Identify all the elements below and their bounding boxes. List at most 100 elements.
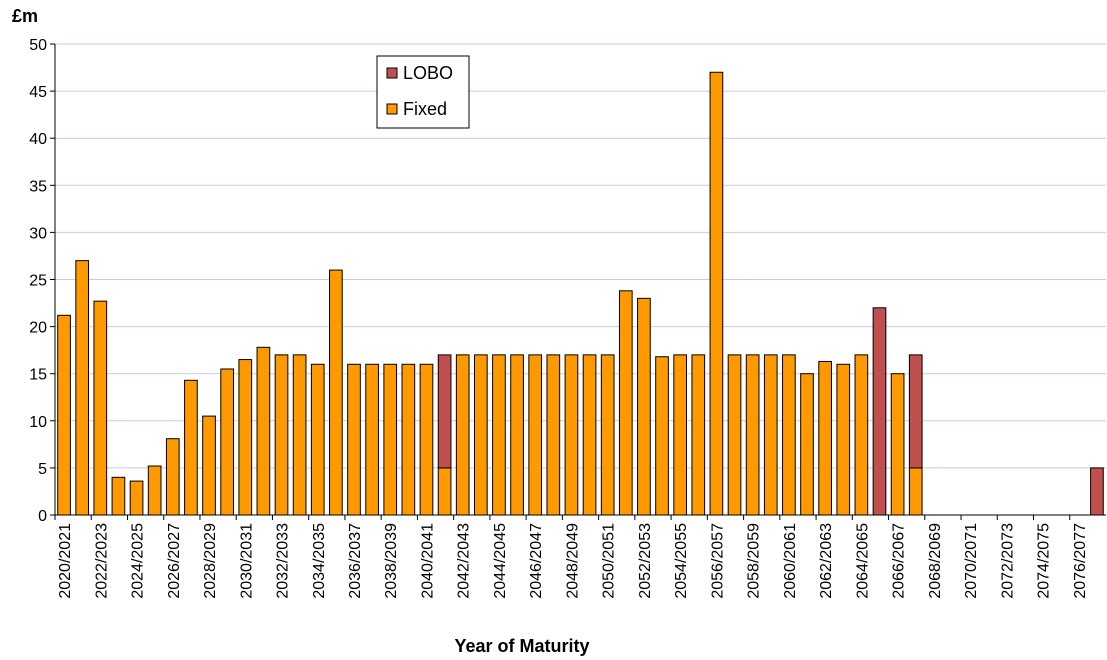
bar-fixed — [202, 415, 216, 516]
legend-swatch-lobo — [386, 67, 398, 79]
bar-fixed — [890, 373, 905, 516]
x-tick-label: 2062/2063 — [818, 523, 835, 599]
x-tick-label: 2044/2045 — [492, 523, 509, 599]
bar-fixed — [782, 354, 796, 516]
bars — [57, 71, 1104, 516]
bar-fixed — [618, 290, 633, 516]
bar-fixed — [637, 297, 651, 516]
bar-fixed — [274, 354, 289, 516]
y-tick-label: 0 — [38, 508, 47, 525]
bar-fixed — [492, 354, 506, 516]
x-tick-label: 2054/2055 — [673, 523, 690, 599]
y-tick-label: 20 — [29, 320, 47, 337]
bar-fixed — [365, 363, 379, 516]
bar-lobo — [908, 354, 923, 469]
bar-fixed — [147, 465, 162, 516]
bar-fixed — [709, 71, 724, 516]
x-tick-label: 2076/2077 — [1072, 523, 1089, 599]
bar-fixed — [836, 363, 851, 516]
y-tick-label: 25 — [29, 273, 47, 290]
bar-fixed — [111, 476, 126, 516]
x-tick-label: 2052/2053 — [637, 523, 654, 599]
x-tick-labels: 2020/2021 2022/2023 2024/2025 2026/2027 2028… — [57, 523, 1089, 599]
bar-fixed — [655, 356, 669, 516]
bar-fixed — [310, 363, 325, 516]
x-tick-label: 2048/2049 — [564, 523, 581, 599]
bar-fixed — [800, 373, 814, 516]
x-axis-title: Year of Maturity — [454, 636, 589, 656]
bar-lobo — [872, 307, 887, 516]
bar-fixed — [546, 354, 561, 516]
x-tick-label: 2022/2023 — [93, 523, 110, 599]
bar-fixed — [57, 314, 71, 516]
bar-fixed — [510, 354, 524, 516]
bar-fixed — [238, 359, 253, 516]
x-tick-label: 2068/2069 — [927, 523, 944, 599]
y-tick-label: 15 — [29, 367, 47, 384]
bar-fixed — [165, 438, 180, 516]
y-tick-label: 10 — [29, 414, 47, 431]
bar-fixed — [292, 354, 307, 516]
legend-label-lobo: LOBO — [403, 63, 453, 83]
bar-fixed — [528, 354, 543, 516]
x-tick-label: 2036/2037 — [347, 523, 364, 599]
x-tick-label: 2042/2043 — [456, 523, 473, 599]
bar-fixed — [673, 354, 688, 516]
y-tick-label: 45 — [29, 84, 47, 101]
bar-fixed — [473, 354, 488, 516]
y-tick-label: 40 — [29, 131, 47, 148]
bar-fixed — [818, 360, 832, 516]
y-tick-label: 30 — [29, 225, 47, 242]
y-axis-title: £m — [12, 6, 38, 26]
x-tick-label: 2028/2029 — [202, 523, 219, 599]
gridlines — [55, 43, 1106, 469]
bar-fixed — [600, 354, 615, 516]
bar-fixed — [582, 354, 597, 516]
x-tick-label: 2034/2035 — [311, 523, 328, 599]
bar-fixed — [129, 480, 144, 516]
bar-fixed — [763, 354, 778, 516]
x-tick-label: 2038/2039 — [383, 523, 400, 599]
bar-fixed — [727, 354, 742, 516]
x-tick-label: 2064/2065 — [854, 523, 871, 599]
bar-fixed — [437, 467, 452, 516]
bar-fixed — [745, 354, 760, 516]
bar-lobo — [437, 354, 452, 469]
x-tick-label: 2020/2021 — [57, 523, 74, 599]
x-tick-label: 2058/2059 — [746, 523, 763, 599]
y-tick-label: 5 — [38, 461, 47, 478]
bar-fixed — [854, 354, 869, 516]
bar-fixed — [908, 467, 923, 516]
x-tick-label: 2030/2031 — [238, 523, 255, 599]
bar-fixed — [93, 300, 108, 516]
y-tick-labels: 0 5 10 15 20 25 30 35 40 45 50 — [29, 37, 47, 525]
x-tick-label: 2024/2025 — [130, 523, 147, 599]
bar-fixed — [75, 260, 90, 516]
bar-fixed — [383, 363, 398, 516]
bar-fixed — [220, 368, 234, 516]
x-tick-label: 2072/2073 — [999, 523, 1016, 599]
bar-fixed — [329, 269, 343, 516]
x-tick-label: 2026/2027 — [166, 523, 183, 599]
bar-fixed — [691, 354, 706, 516]
x-tick-label: 2050/2051 — [601, 523, 618, 599]
x-tick-label: 2070/2071 — [963, 523, 980, 599]
x-tick-label: 2074/2075 — [1036, 523, 1053, 599]
x-tick-label: 2040/2041 — [419, 523, 436, 599]
legend: LOBO Fixed — [376, 55, 470, 129]
bar-fixed — [419, 363, 434, 516]
bar-fixed — [184, 379, 198, 516]
axes — [50, 43, 1106, 520]
x-tick-label: 2060/2061 — [782, 523, 799, 599]
y-tick-label: 50 — [29, 37, 47, 54]
x-tick-label: 2046/2047 — [528, 523, 545, 599]
bar-fixed — [256, 346, 271, 516]
legend-swatch-fixed — [386, 103, 398, 115]
x-tick-label: 2056/2057 — [709, 523, 726, 599]
x-tick-label: 2066/2067 — [891, 523, 908, 599]
bar-lobo — [1090, 467, 1104, 516]
legend-label-fixed: Fixed — [403, 99, 447, 119]
bar-fixed — [564, 354, 579, 516]
bar-fixed — [347, 363, 361, 516]
